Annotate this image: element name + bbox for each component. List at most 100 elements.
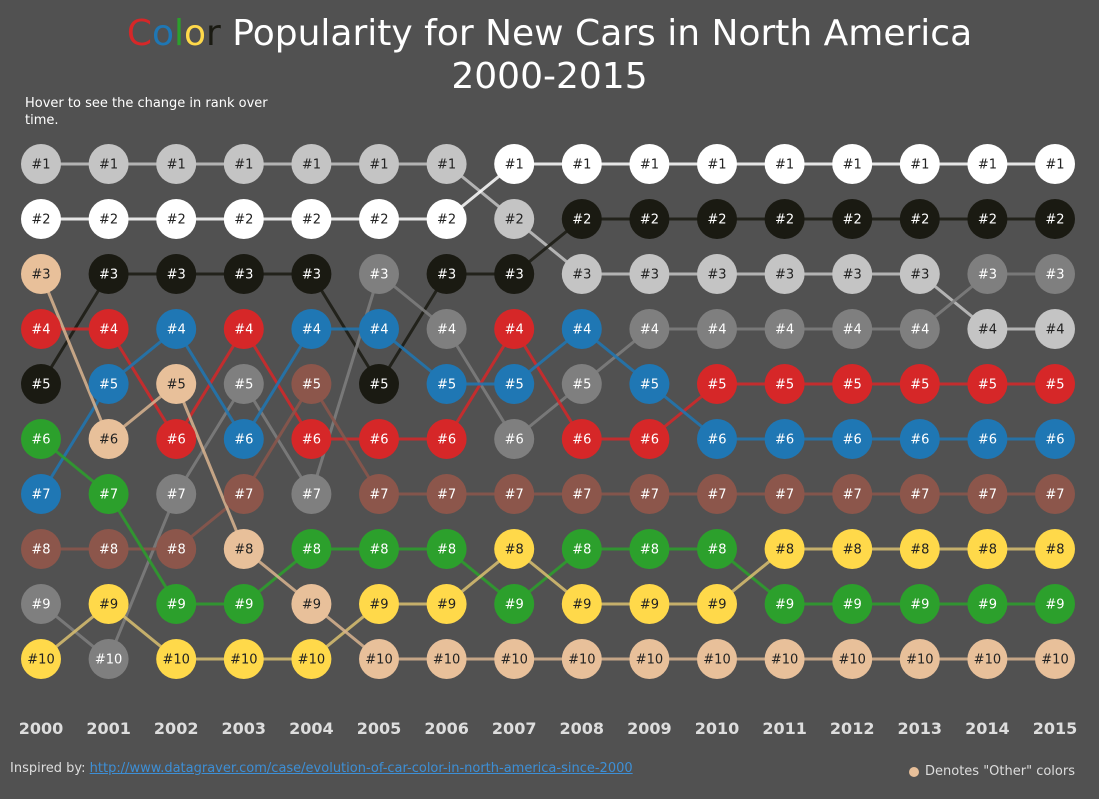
rank-node-gray-2011[interactable]: #4	[764, 309, 805, 349]
rank-circle[interactable]	[561, 474, 602, 514]
rank-node-blue-2000[interactable]: #7	[21, 474, 61, 514]
rank-node-yellow-2000[interactable]: #10	[21, 639, 61, 679]
rank-node-green-2004[interactable]: #8	[291, 529, 332, 569]
rank-node-red-2014[interactable]: #5	[967, 364, 1008, 404]
rank-circle[interactable]	[494, 529, 535, 569]
rank-circle[interactable]	[832, 254, 873, 294]
rank-circle[interactable]	[88, 639, 129, 679]
rank-node-blue-2014[interactable]: #6	[967, 419, 1008, 459]
rank-circle[interactable]	[426, 474, 467, 514]
rank-circle[interactable]	[156, 529, 197, 569]
rank-circle[interactable]	[359, 639, 399, 679]
rank-node-green-2015[interactable]: #9	[1035, 584, 1075, 624]
rank-node-green-2012[interactable]: #9	[832, 584, 873, 624]
rank-circle[interactable]	[764, 584, 805, 624]
rank-node-green-2005[interactable]: #8	[359, 529, 399, 569]
rank-circle[interactable]	[967, 639, 1008, 679]
rank-circle[interactable]	[156, 144, 197, 184]
rank-node-green-2006[interactable]: #8	[426, 529, 467, 569]
rank-node-red-2015[interactable]: #5	[1035, 364, 1075, 404]
rank-node-silver-2011[interactable]: #3	[764, 254, 805, 294]
rank-circle[interactable]	[561, 529, 602, 569]
rank-circle[interactable]	[1035, 254, 1075, 294]
rank-node-blue-2006[interactable]: #5	[426, 364, 467, 404]
rank-circle[interactable]	[359, 419, 399, 459]
rank-circle[interactable]	[629, 364, 670, 404]
rank-circle[interactable]	[223, 419, 264, 459]
rank-circle[interactable]	[832, 474, 873, 514]
rank-circle[interactable]	[967, 364, 1008, 404]
rank-circle[interactable]	[764, 254, 805, 294]
rank-node-gray-2012[interactable]: #4	[832, 309, 873, 349]
rank-node-green-2002[interactable]: #9	[156, 584, 197, 624]
rank-node-brown-2013[interactable]: #7	[899, 474, 940, 514]
rank-node-gray-2009[interactable]: #4	[629, 309, 670, 349]
rank-circle[interactable]	[21, 419, 61, 459]
rank-node-white-2006[interactable]: #2	[426, 199, 467, 239]
rank-node-other-2000[interactable]: #3	[21, 254, 61, 294]
rank-circle[interactable]	[88, 529, 129, 569]
rank-node-blue-2005[interactable]: #4	[359, 309, 399, 349]
rank-circle[interactable]	[156, 639, 197, 679]
rank-circle[interactable]	[832, 144, 873, 184]
rank-node-green-2003[interactable]: #9	[223, 584, 264, 624]
rank-circle[interactable]	[223, 639, 264, 679]
rank-circle[interactable]	[629, 474, 670, 514]
rank-node-blue-2012[interactable]: #6	[832, 419, 873, 459]
rank-circle[interactable]	[223, 474, 264, 514]
rank-node-silver-2000[interactable]: #1	[21, 144, 61, 184]
rank-node-black-2007[interactable]: #3	[494, 254, 535, 294]
rank-node-blue-2015[interactable]: #6	[1035, 419, 1075, 459]
series-line-gray[interactable]	[40, 271, 1055, 662]
rank-node-yellow-2002[interactable]: #10	[156, 639, 197, 679]
rank-circle[interactable]	[291, 199, 332, 239]
rank-node-brown-2009[interactable]: #7	[629, 474, 670, 514]
rank-node-gray-2004[interactable]: #7	[291, 474, 332, 514]
rank-node-white-2010[interactable]: #1	[697, 144, 737, 184]
rank-node-white-2012[interactable]: #1	[832, 144, 873, 184]
rank-circle[interactable]	[21, 144, 61, 184]
rank-node-silver-2005[interactable]: #1	[359, 144, 399, 184]
rank-node-white-2001[interactable]: #2	[88, 199, 129, 239]
rank-circle[interactable]	[1035, 309, 1075, 349]
rank-circle[interactable]	[494, 144, 535, 184]
rank-node-white-2008[interactable]: #1	[561, 144, 602, 184]
rank-node-black-2008[interactable]: #2	[561, 199, 602, 239]
rank-circle[interactable]	[291, 144, 332, 184]
rank-node-brown-2007[interactable]: #7	[494, 474, 535, 514]
rank-node-silver-2013[interactable]: #3	[899, 254, 940, 294]
rank-node-white-2003[interactable]: #2	[223, 199, 264, 239]
rank-circle[interactable]	[494, 309, 535, 349]
rank-circle[interactable]	[21, 639, 61, 679]
rank-circle[interactable]	[359, 529, 399, 569]
rank-node-yellow-2009[interactable]: #9	[629, 584, 670, 624]
rank-node-green-2014[interactable]: #9	[967, 584, 1008, 624]
rank-circle[interactable]	[156, 309, 197, 349]
rank-circle[interactable]	[494, 639, 535, 679]
rank-circle[interactable]	[764, 529, 805, 569]
rank-circle[interactable]	[156, 364, 197, 404]
rank-node-yellow-2012[interactable]: #8	[832, 529, 873, 569]
rank-node-gray-2010[interactable]: #4	[697, 309, 737, 349]
rank-node-silver-2004[interactable]: #1	[291, 144, 332, 184]
series-line-black[interactable]	[39, 217, 1055, 387]
rank-node-black-2012[interactable]: #2	[832, 199, 873, 239]
source-link[interactable]: http://www.datagraver.com/case/evolution…	[89, 761, 633, 776]
rank-node-yellow-2003[interactable]: #10	[223, 639, 264, 679]
rank-node-black-2006[interactable]: #3	[426, 254, 467, 294]
rank-node-green-2009[interactable]: #8	[629, 529, 670, 569]
rank-circle[interactable]	[21, 584, 61, 624]
rank-circle[interactable]	[223, 309, 264, 349]
rank-circle[interactable]	[967, 584, 1008, 624]
rank-node-silver-2006[interactable]: #1	[426, 144, 467, 184]
rank-node-other-2014[interactable]: #10	[967, 639, 1008, 679]
rank-node-other-2001[interactable]: #6	[88, 419, 129, 459]
rank-node-yellow-2013[interactable]: #8	[899, 529, 940, 569]
rank-node-blue-2003[interactable]: #6	[223, 419, 264, 459]
rank-node-gray-2007[interactable]: #6	[494, 419, 535, 459]
rank-circle[interactable]	[764, 474, 805, 514]
rank-node-other-2012[interactable]: #10	[832, 639, 873, 679]
rank-node-yellow-2011[interactable]: #8	[764, 529, 805, 569]
rank-circle[interactable]	[291, 419, 332, 459]
rank-node-blue-2004[interactable]: #4	[291, 309, 332, 349]
